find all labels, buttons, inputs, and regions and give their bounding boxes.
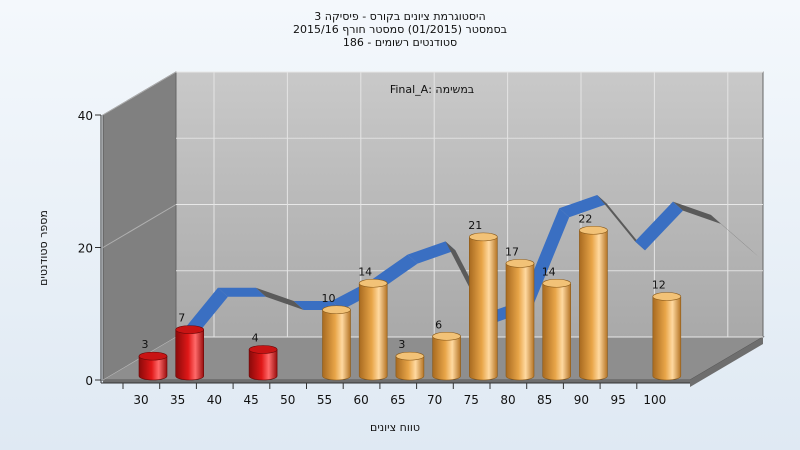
bar-label-35: 7 xyxy=(178,312,185,325)
bar-top-55 xyxy=(322,305,351,315)
trend-ribbon-segment-12 xyxy=(635,201,683,251)
bar-body-45 xyxy=(248,349,278,381)
bar-body-80 xyxy=(505,263,535,381)
bar-top-35 xyxy=(175,325,204,334)
bar-label-100: 12 xyxy=(652,279,666,292)
bar-top-60 xyxy=(358,278,388,288)
bar-45: 4 xyxy=(248,332,278,381)
bar-label-60: 14 xyxy=(358,265,372,278)
bar-top-90 xyxy=(579,225,608,235)
bar-body-30 xyxy=(138,355,168,381)
bar-top-45 xyxy=(248,345,278,354)
x-tick-label-35: 35 xyxy=(170,393,185,407)
trend-ribbon-segment-11 xyxy=(597,195,646,251)
trend-ribbon-segment-6 xyxy=(407,241,456,264)
bar-85: 14 xyxy=(542,265,572,381)
x-tick-label-80: 80 xyxy=(500,393,515,407)
bar-75: 21 xyxy=(468,219,498,381)
title-line-3: סטודנטים רשומים - 186 xyxy=(342,36,458,49)
bar-label-30: 3 xyxy=(142,338,149,351)
bar-55: 10 xyxy=(322,292,351,381)
x-tick-label-50: 50 xyxy=(280,393,295,407)
bar-body-35 xyxy=(175,329,204,381)
trend-ribbon-segment-14 xyxy=(710,214,759,257)
y-tick-label-20: 20 xyxy=(78,242,93,256)
chart-annotation: במשימה :Final_A xyxy=(390,83,474,96)
trend-ribbon-segment-10 xyxy=(559,195,608,218)
x-tick-label-95: 95 xyxy=(610,393,625,407)
bar-label-75: 21 xyxy=(468,219,482,232)
x-tick-label-55: 55 xyxy=(317,393,332,407)
bar-body-85 xyxy=(542,282,571,381)
bar-top-100 xyxy=(652,292,682,301)
trend-ribbon-segment-2 xyxy=(255,287,304,310)
bar-body-55 xyxy=(322,309,351,381)
bar-top-75 xyxy=(468,232,498,242)
bar-label-85: 14 xyxy=(542,265,556,278)
x-tick-label-70: 70 xyxy=(427,393,442,407)
trend-ribbon-segment-13 xyxy=(672,201,721,224)
bar-body-65 xyxy=(395,355,425,381)
bar-label-55: 10 xyxy=(322,292,336,305)
bar-80: 17 xyxy=(505,245,535,381)
bar-35: 7 xyxy=(175,312,204,381)
bar-70: 6 xyxy=(432,318,461,381)
x-tick-label-90: 90 xyxy=(574,393,589,407)
trend-ribbon-segment-1 xyxy=(217,287,266,297)
bar-label-90: 22 xyxy=(578,212,592,225)
bar-body-70 xyxy=(432,335,461,381)
bar-body-60 xyxy=(358,282,388,381)
bar-90: 22 xyxy=(578,212,608,381)
bar-top-80 xyxy=(505,259,535,268)
bar-top-70 xyxy=(432,331,461,341)
bar-30: 3 xyxy=(138,338,168,381)
title-line-1: היסטוגרמת ציונים בקורס - פיסיקה 3 xyxy=(314,10,486,23)
x-tick-label-85: 85 xyxy=(537,393,552,407)
gridline-side-2 xyxy=(102,71,177,116)
chart-title: היסטוגרמת ציונים בקורס - פיסיקה 3 בסמסטר… xyxy=(0,10,800,49)
bar-label-65: 3 xyxy=(398,338,405,351)
y-axis-label: מספר סטודנטים xyxy=(37,210,50,286)
bar-top-85 xyxy=(542,278,572,288)
bar-100: 12 xyxy=(652,279,682,381)
bar-65: 3 xyxy=(395,338,425,381)
title-line-2: בסמסטר (01/2015) סמסטר חורף 2015/16 xyxy=(293,23,507,36)
y-tick-label-0: 0 xyxy=(85,374,93,388)
x-tick-label-75: 75 xyxy=(464,393,479,407)
x-tick-label-30: 30 xyxy=(133,393,148,407)
bar-label-80: 17 xyxy=(505,245,519,258)
x-tick-label-60: 60 xyxy=(354,393,369,407)
x-tick-label-65: 65 xyxy=(390,393,405,407)
floor-right-edge xyxy=(690,337,763,387)
bar-body-90 xyxy=(579,229,608,381)
bar-top-65 xyxy=(395,351,425,361)
x-tick-label-45: 45 xyxy=(243,393,258,407)
bar-body-75 xyxy=(469,236,498,381)
bar-60: 14 xyxy=(358,265,388,381)
gridline-side-1 xyxy=(102,204,177,248)
bar-body-100 xyxy=(652,296,682,381)
x-tick-label-100: 100 xyxy=(643,393,666,407)
bar-label-70: 6 xyxy=(435,318,442,331)
bar-top-30 xyxy=(138,351,168,361)
x-axis-label: טווח ציונים xyxy=(370,421,420,434)
x-tick-label-40: 40 xyxy=(207,393,222,407)
floor-front-edge xyxy=(103,380,690,383)
y-tick-label-40: 40 xyxy=(78,109,93,123)
bar-label-45: 4 xyxy=(252,332,259,345)
